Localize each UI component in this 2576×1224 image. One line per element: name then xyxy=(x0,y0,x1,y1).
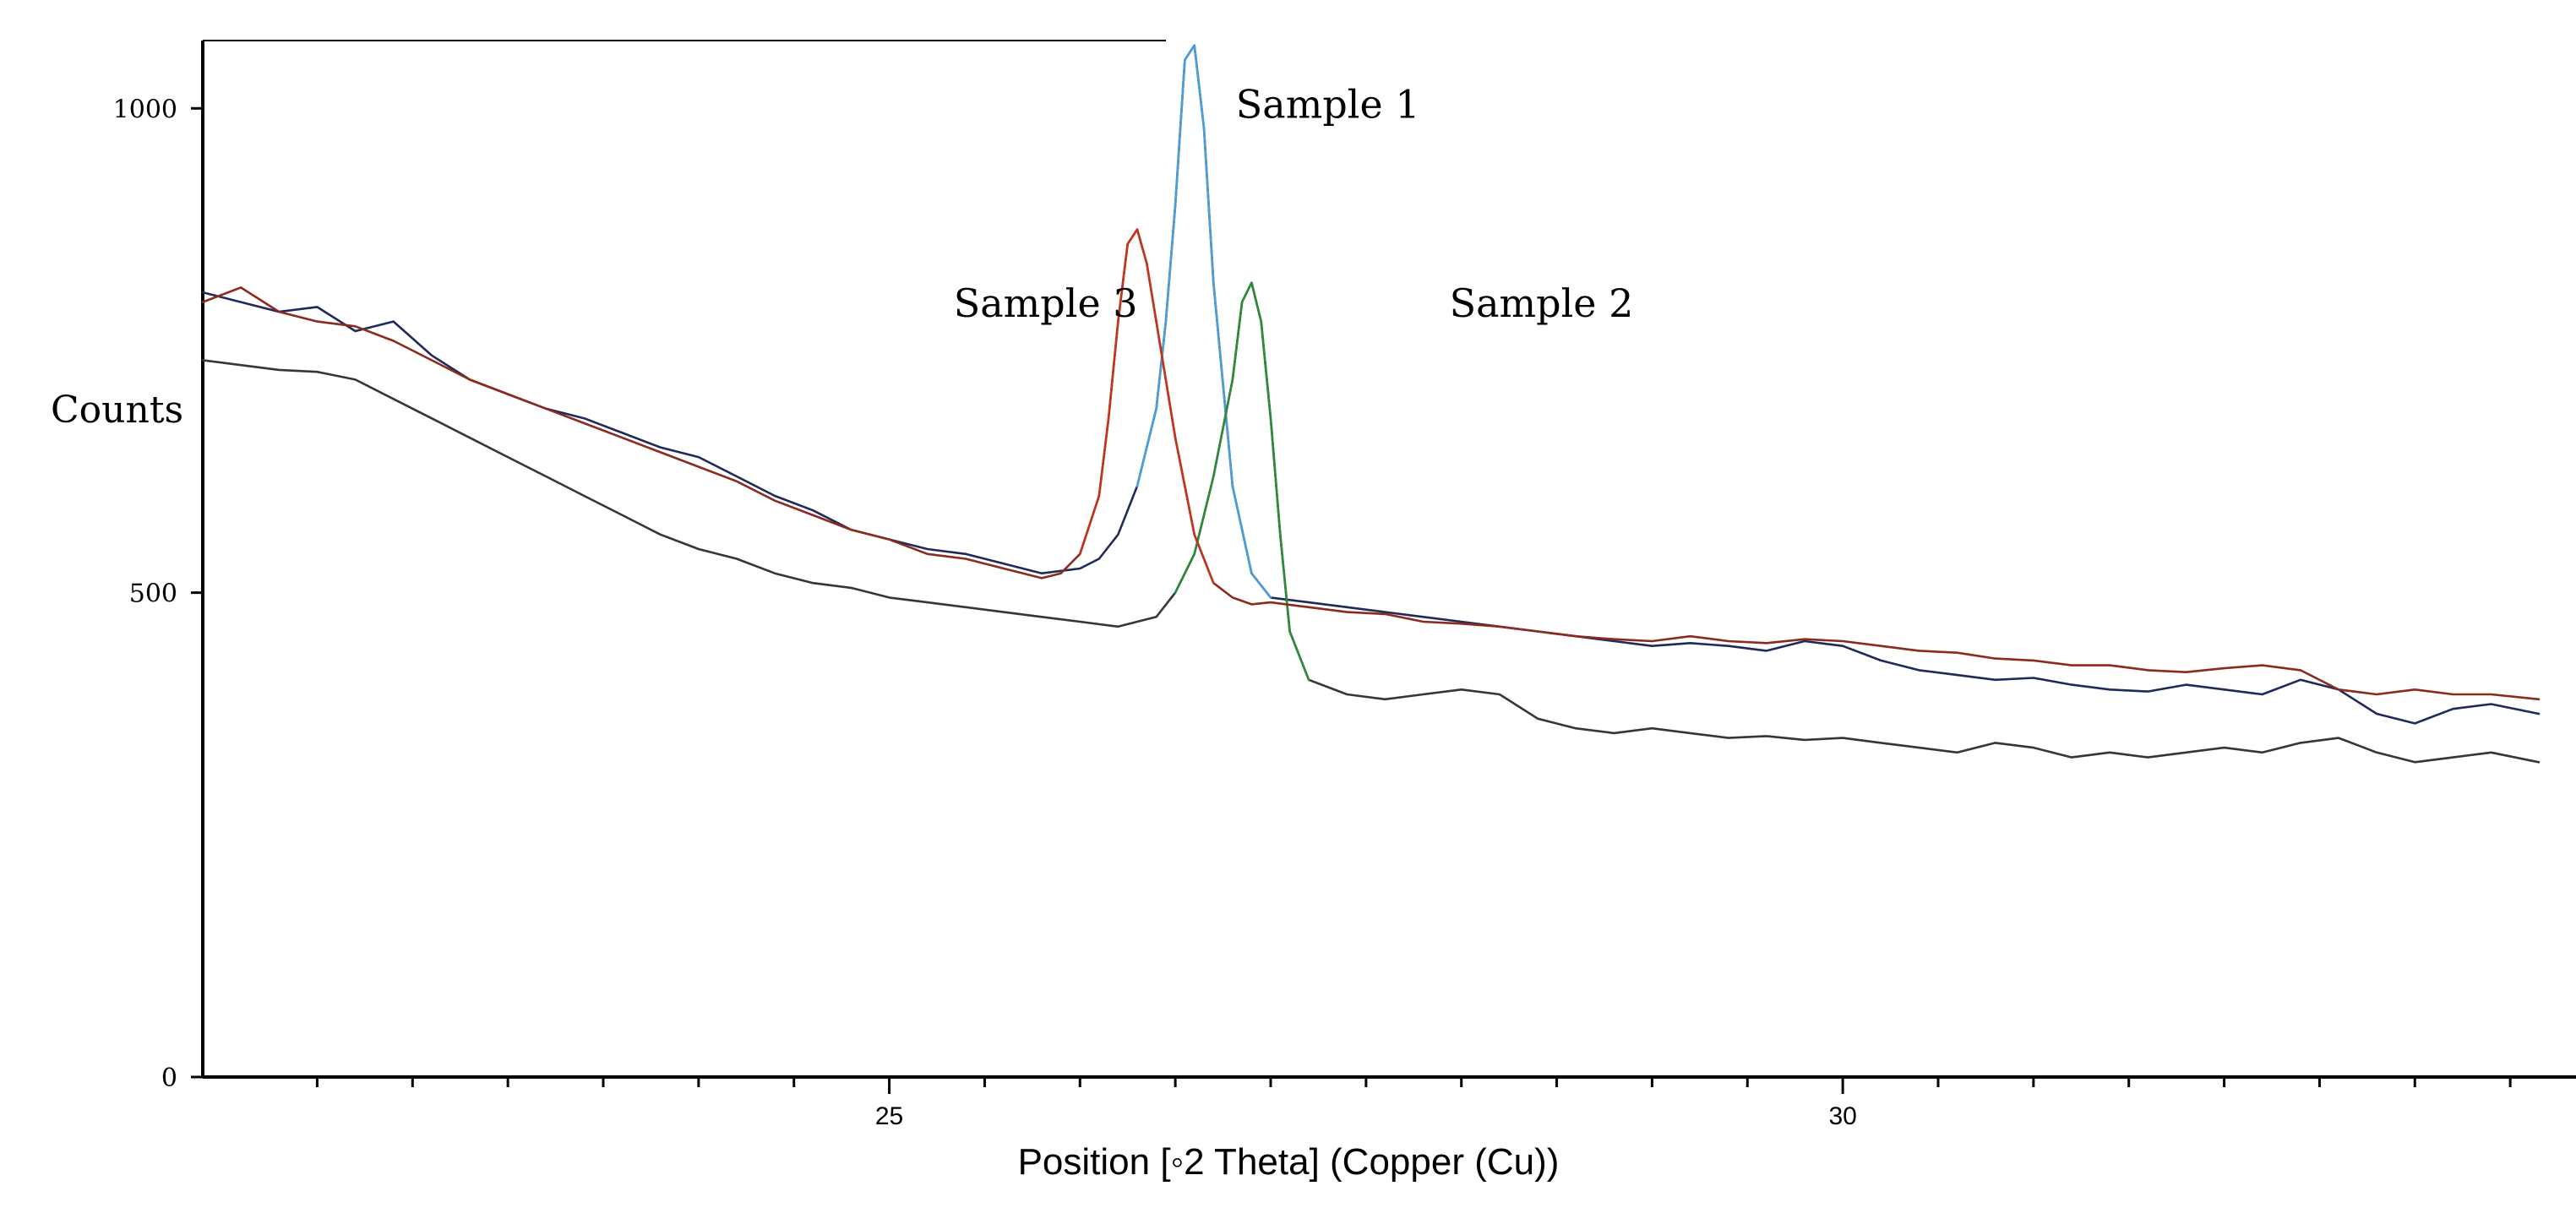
series-annotation: Sample 1 xyxy=(1236,82,1420,128)
series-line-2 xyxy=(201,281,2541,764)
y-tick-label: 1000 xyxy=(113,95,177,124)
axes xyxy=(201,40,2576,1079)
x-ticks: 25 30 xyxy=(315,1077,2512,1130)
series-peak-1 xyxy=(1136,44,1272,599)
series-annotation: Sample 3 xyxy=(954,280,1138,326)
x-tick-label: 30 xyxy=(1828,1102,1856,1130)
series-line-3 xyxy=(201,228,2541,701)
series-peak-3 xyxy=(1079,228,1215,585)
series-peak-2 xyxy=(1174,281,1310,682)
y-tick-label: 0 xyxy=(161,1064,177,1093)
series-annotation: Sample 2 xyxy=(1450,280,1634,326)
series-group xyxy=(201,44,2541,764)
x-axis-label: Position [◦2 Theta] (Copper (Cu)) xyxy=(1018,1141,1560,1183)
x-tick-label: 25 xyxy=(875,1102,903,1130)
series-line-1 xyxy=(201,44,2541,725)
y-ticks: 0 500 1000 xyxy=(113,95,203,1093)
y-tick-label: 500 xyxy=(129,579,177,609)
y-axis-label: Counts xyxy=(51,389,183,432)
annotations: Sample 1 Sample 3 Sample 2 xyxy=(954,82,1634,326)
